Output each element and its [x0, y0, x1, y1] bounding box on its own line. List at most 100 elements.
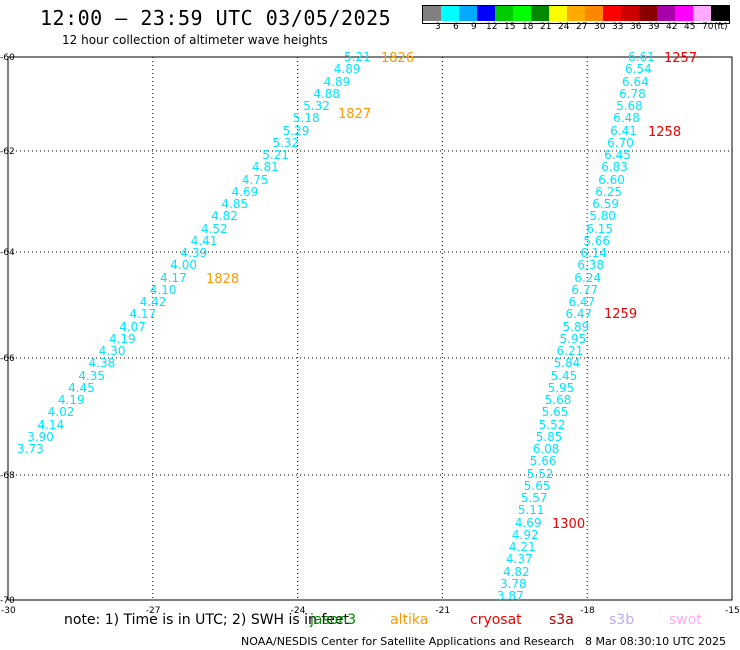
- wave-height-value: 6.08: [532, 442, 560, 456]
- wave-height-value: 4.14: [37, 417, 65, 432]
- legend-label: 3: [435, 22, 441, 32]
- legend-swatch: [585, 6, 603, 21]
- satellite-name: jason3: [310, 612, 357, 628]
- wave-height-value: 5.66: [583, 233, 611, 248]
- wave-height-value: 5.32: [272, 135, 300, 150]
- pass-time-label: 1827: [338, 107, 372, 122]
- wave-height-value: 6.21: [556, 344, 584, 358]
- wave-height-value: 6.70: [607, 135, 634, 150]
- legend-label: 12: [486, 22, 498, 32]
- wave-height-value: 6.78: [619, 86, 646, 101]
- wave-height-value: 5.68: [616, 99, 643, 113]
- wave-height-value: 6.60: [598, 172, 625, 187]
- legend-label: 33: [612, 22, 624, 32]
- wave-height-value: 5.95: [559, 331, 587, 346]
- wave-height-value: 4.52: [200, 221, 228, 236]
- legend-swatch: [621, 6, 639, 21]
- y-tick-label: -66: [0, 354, 15, 364]
- wave-height-value: 4.19: [108, 331, 136, 346]
- legend-label: 39: [648, 22, 660, 32]
- color-legend-labels: 3 6 9 12 15 18 21 24 27 30 33 36 39 42 45 70 (ft): [422, 22, 740, 34]
- legend-label: 24: [558, 22, 570, 32]
- legend-label: 18: [522, 22, 534, 32]
- wave-height-value: 6.59: [592, 197, 619, 211]
- wave-height-value: 3.73: [17, 442, 44, 456]
- wave-height-value: 6.47: [565, 307, 593, 322]
- legend-swatch: [513, 6, 531, 21]
- x-tick-label: -24: [291, 606, 306, 616]
- satellite-name: s3b: [609, 612, 635, 628]
- wave-height-value: 5.32: [303, 99, 330, 113]
- legend-swatch: [567, 6, 585, 21]
- pass-time-label: 1259: [604, 307, 638, 322]
- legend-label: 9: [471, 22, 477, 32]
- wave-height-value: 5.65: [523, 478, 551, 493]
- wave-height-value: 4.69: [231, 184, 259, 199]
- legend-swatch: [423, 6, 441, 21]
- legend-swatch: [495, 6, 513, 21]
- satellite-name: altika: [390, 612, 429, 628]
- legend-label: 36: [630, 22, 642, 32]
- legend-swatch: [675, 6, 693, 21]
- wave-height-value: 5.29: [282, 123, 310, 138]
- pass-time-label: 1258: [648, 125, 682, 140]
- wave-height-value: 5.65: [541, 405, 569, 420]
- wave-height-value: 5.21: [262, 148, 289, 162]
- legend-swatch: [693, 6, 711, 21]
- y-tick-label: -70: [0, 596, 15, 606]
- wave-height-value: 6.24: [574, 270, 602, 285]
- wave-height-value: 4.00: [170, 258, 197, 273]
- legend-label: 42: [666, 22, 678, 32]
- wave-height-value: 4.82: [211, 209, 238, 224]
- wave-height-value: 4.88: [313, 86, 341, 101]
- wave-height-value: 4.38: [88, 356, 116, 371]
- pass-time-label: 1300: [552, 517, 586, 532]
- x-tick-label: -18: [580, 606, 595, 616]
- wave-height-value: 4.07: [119, 319, 146, 334]
- wave-height-value: 6.38: [577, 258, 605, 273]
- wave-height-value: 4.21: [508, 540, 536, 554]
- legend-label: (ft): [714, 22, 728, 32]
- wave-height-value: 5.89: [562, 319, 590, 334]
- wave-height-value: 5.21: [344, 50, 371, 64]
- y-tick-label: -68: [0, 471, 15, 481]
- wave-height-value: 5.80: [589, 209, 616, 224]
- wave-height-value: 3.87: [497, 589, 524, 603]
- wave-height-value: 6.47: [568, 295, 596, 309]
- wave-height-value: 6.41: [610, 123, 637, 138]
- wave-height-value: 4.19: [57, 393, 85, 407]
- wave-height-value: 5.18: [292, 111, 320, 126]
- wave-height-value: 4.42: [139, 295, 167, 309]
- legend-swatch: [657, 6, 675, 21]
- wave-height-value: 4.69: [514, 515, 542, 530]
- wave-height-value: 4.10: [149, 282, 177, 297]
- x-tick-label: -30: [1, 606, 16, 616]
- legend-label: 21: [540, 22, 552, 32]
- wave-height-value: 5.84: [553, 356, 581, 371]
- wave-height-value: 4.37: [505, 552, 533, 567]
- wave-height-value: 4.02: [47, 405, 75, 420]
- legend-swatch: [441, 6, 459, 21]
- legend-swatch: [603, 6, 621, 21]
- wave-height-value: 5.11: [517, 503, 545, 518]
- satellite-name: swot: [669, 612, 702, 628]
- color-legend: [422, 5, 730, 24]
- wave-height-value: 4.75: [241, 172, 269, 187]
- wave-height-value: 4.89: [333, 62, 361, 77]
- wave-height-value: 6.83: [601, 160, 628, 175]
- legend-swatch: [639, 6, 657, 21]
- legend-swatch: [477, 6, 495, 21]
- legend-label: 6: [453, 22, 459, 32]
- legend-swatch: [531, 6, 549, 21]
- legend-swatch: [459, 6, 477, 21]
- y-tick-label: -64: [0, 248, 15, 258]
- wave-height-value: 6.25: [595, 184, 622, 199]
- wave-height-value: 4.89: [323, 74, 351, 89]
- y-tick-label: -60: [0, 53, 15, 63]
- legend-swatch: [711, 6, 729, 21]
- legend-label: 70: [702, 22, 714, 32]
- wave-height-value: 4.35: [78, 368, 106, 383]
- wave-height-value: 4.92: [511, 527, 539, 542]
- wave-height-value: 5.66: [529, 454, 557, 469]
- wave-height-value: 4.17: [129, 307, 157, 322]
